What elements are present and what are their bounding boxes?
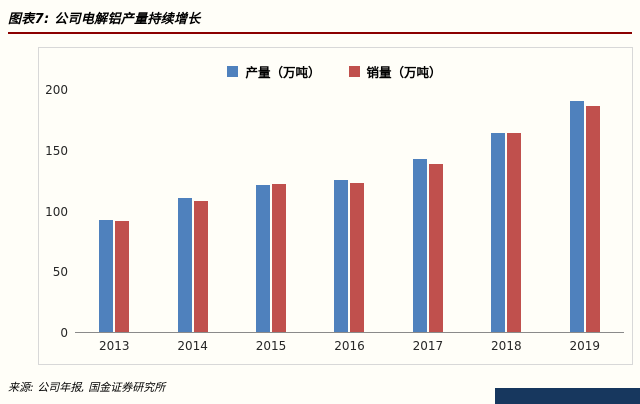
bar-group	[389, 90, 467, 332]
production-bar	[256, 185, 271, 332]
legend-label: 产量（万吨）	[245, 64, 321, 80]
figure-title: 图表7: 公司电解铝产量持续增长	[8, 12, 201, 27]
x-axis-label: 2014	[177, 339, 208, 353]
bar-group	[467, 90, 545, 332]
sales-bar	[193, 200, 208, 332]
sales-bar	[115, 221, 130, 332]
sales-bar	[428, 164, 443, 332]
sales-swatch-icon	[348, 65, 360, 77]
chart-frame: 产量（万吨） 销量（万吨） 0 50 100 150 200 2013 2014 2015 20…	[38, 47, 633, 365]
sales-bar	[350, 182, 365, 332]
production-swatch-icon	[227, 65, 239, 77]
x-axis-label: 2019	[569, 339, 601, 353]
bar-group	[232, 90, 310, 332]
source-note: 来源: 公司年报, 国金证券研究所	[8, 381, 166, 394]
sales-bar	[272, 183, 287, 332]
sales-bar	[585, 106, 600, 332]
legend-label: 销量（万吨）	[366, 64, 442, 80]
plot-wrap: 0 50 100 150 200 2013 2014 2015 2016 2017 2018 201…	[45, 84, 624, 353]
plot-column: 2013 2014 2015 2016 2017 2018 2019	[75, 90, 624, 353]
footer-brand-bar	[495, 388, 640, 404]
y-tick-label: 200	[45, 83, 68, 97]
x-axis: 2013 2014 2015 2016 2017 2018 2019	[75, 339, 624, 353]
x-axis-label: 2013	[98, 339, 130, 353]
y-tick-label: 0	[60, 326, 68, 340]
chart-legend: 产量（万吨） 销量（万吨）	[45, 62, 624, 80]
production-bar	[99, 220, 114, 332]
y-tick-label: 100	[45, 204, 68, 219]
bar-group	[310, 90, 388, 332]
x-axis-label: 2015	[255, 339, 287, 353]
y-tick-label: 150	[45, 143, 68, 158]
bar-group	[546, 90, 624, 332]
production-bar	[491, 132, 506, 332]
production-bar	[177, 198, 192, 332]
sales-bar	[507, 132, 522, 332]
legend-item-production: 产量（万吨）	[227, 62, 321, 81]
y-tick-label: 50	[52, 265, 68, 280]
bar-group	[75, 90, 153, 332]
production-bar	[334, 180, 349, 332]
figure-header: 图表7: 公司电解铝产量持续增长	[0, 0, 640, 34]
y-axis: 0 50 100 150 200	[45, 84, 75, 339]
x-axis-label: 2017	[412, 339, 444, 353]
bar-group	[153, 90, 231, 332]
legend-item-sales: 销量（万吨）	[348, 62, 442, 81]
production-bar	[412, 159, 427, 332]
title-underline	[8, 32, 632, 34]
x-axis-label: 2016	[334, 339, 365, 353]
production-bar	[569, 101, 584, 332]
x-axis-label: 2018	[491, 339, 522, 353]
plot-area	[75, 90, 624, 333]
